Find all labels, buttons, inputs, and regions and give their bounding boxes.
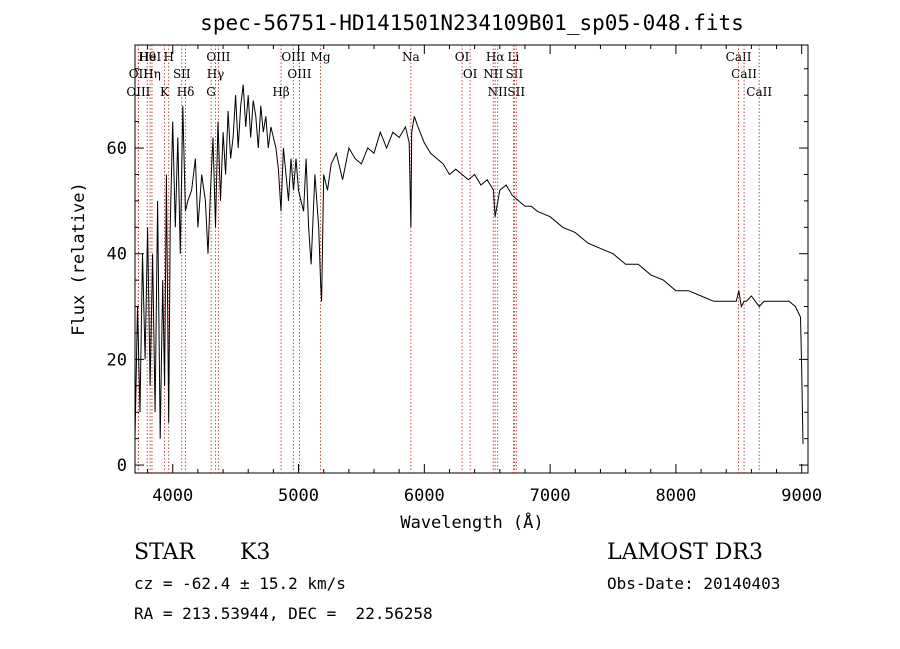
y-tick-label: 0 xyxy=(117,456,127,476)
line-marker-label: H xyxy=(163,50,173,64)
obs-date: Obs-Date: 20140403 xyxy=(607,574,781,593)
x-tick-label: 5000 xyxy=(278,486,319,506)
line-marker-label: SII xyxy=(173,67,191,81)
line-marker-label: CaII xyxy=(731,67,757,81)
line-marker-label: Hγ xyxy=(207,67,225,81)
line-marker-label: SII xyxy=(507,85,525,99)
x-tick-label: 9000 xyxy=(781,486,822,506)
line-marker-label: Hη xyxy=(143,67,161,81)
y-tick-label: 60 xyxy=(107,139,127,159)
line-marker-label: OIII xyxy=(287,67,311,81)
axis-ticks: 4000 5000 6000 7000 8000 9000 0 20 40 60 xyxy=(107,45,822,506)
y-tick-label: 40 xyxy=(107,245,127,265)
y-axis-label: Flux (relative) xyxy=(69,182,89,336)
redshift-text: cz = -62.4 ± 15.2 km/s xyxy=(134,574,346,593)
line-marker-label: Mg xyxy=(311,50,331,64)
line-marker-label: K xyxy=(160,85,170,99)
line-marker-label: OI xyxy=(455,50,470,64)
line-markers: HθOIIOIIIHeIHηKHSIIHδOIIIHγGOIIIOIIIHβMg… xyxy=(126,45,772,473)
line-marker-label: OIII xyxy=(126,85,150,99)
line-marker-label: HeI xyxy=(139,50,162,64)
line-marker-label: CaII xyxy=(726,50,752,64)
x-axis-label: Wavelength (Å) xyxy=(400,511,543,533)
coordinates: RA = 213.53944, DEC = 22.56258 xyxy=(134,604,433,623)
line-marker-label: OI xyxy=(463,67,478,81)
line-marker-label: OIII xyxy=(281,50,305,64)
x-tick-label: 6000 xyxy=(404,486,445,506)
line-marker-label: SII xyxy=(506,67,524,81)
line-marker-label: OIII xyxy=(206,50,230,64)
x-tick-label: 4000 xyxy=(152,486,193,506)
line-marker-label: Hα xyxy=(486,50,505,64)
object-class: STAR xyxy=(134,540,195,565)
line-marker-label: Hβ xyxy=(272,85,289,99)
x-tick-label: 8000 xyxy=(655,486,696,506)
line-marker-label: CaII xyxy=(746,85,772,99)
spectrum-line xyxy=(134,84,804,444)
plot-frame xyxy=(134,44,809,474)
line-marker-label: Li xyxy=(507,50,519,64)
line-marker-label: G xyxy=(206,85,216,99)
spectral-subclass: K3 xyxy=(240,540,271,565)
line-marker-label: NII xyxy=(483,67,503,81)
chart-title: spec-56751-HD141501N234109B01_sp05-048.f… xyxy=(200,11,744,35)
line-marker-label: Hδ xyxy=(177,85,195,99)
line-marker-label: Na xyxy=(402,50,420,64)
x-tick-label: 7000 xyxy=(530,486,571,506)
survey-name: LAMOST DR3 xyxy=(607,540,763,565)
y-tick-label: 20 xyxy=(107,350,127,370)
line-marker-label: NII xyxy=(488,85,508,99)
